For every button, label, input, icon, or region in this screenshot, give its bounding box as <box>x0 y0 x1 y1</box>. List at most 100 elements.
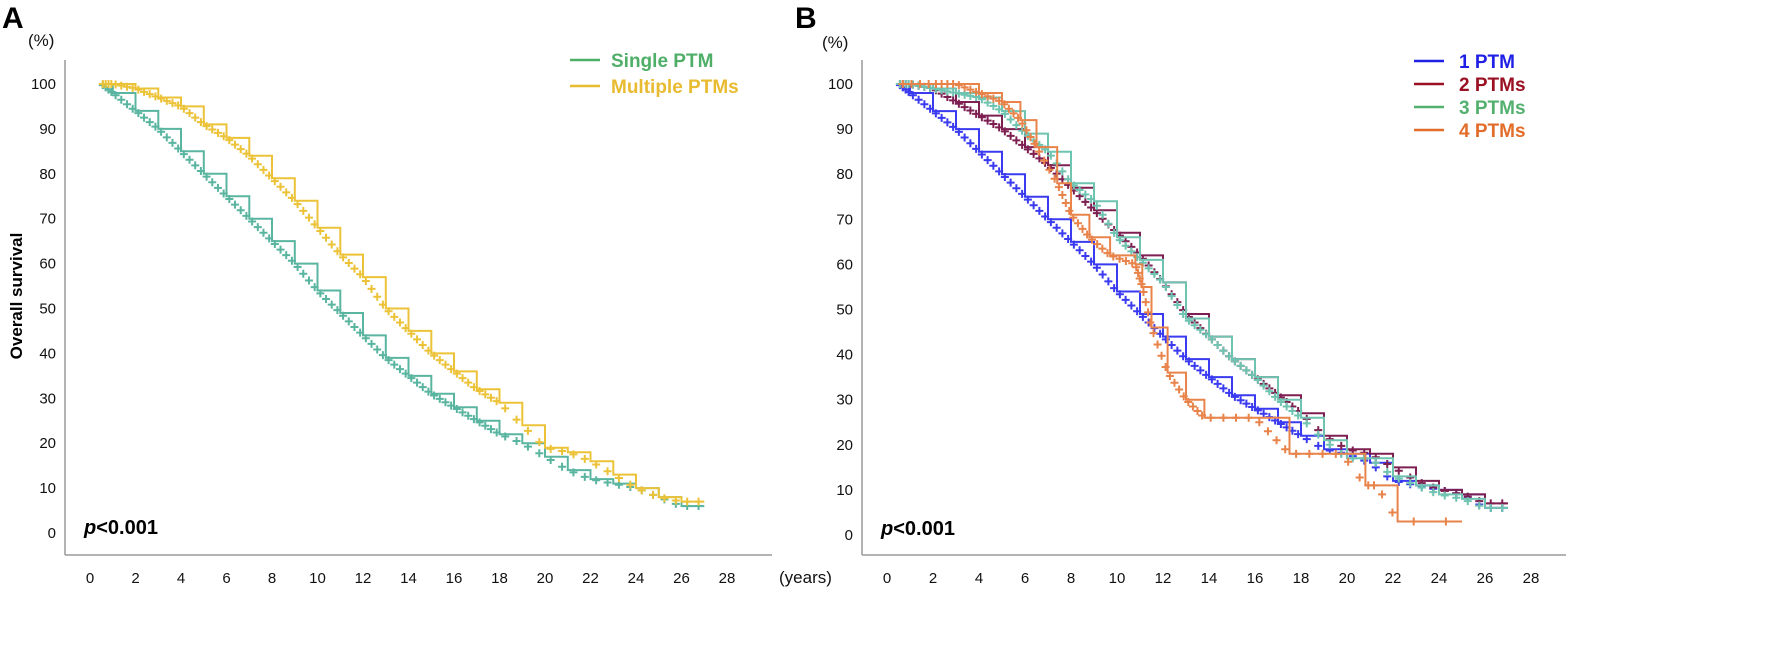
y-tick-label: 70 <box>39 211 56 228</box>
censor-mark <box>1360 454 1369 463</box>
x-tick-label: 10 <box>309 570 326 587</box>
censor-mark <box>637 486 646 495</box>
series-single-ptm <box>98 81 705 511</box>
censor-mark <box>435 356 444 365</box>
censor-mark <box>248 217 257 226</box>
censor-mark <box>1230 357 1239 366</box>
censor-mark <box>1083 230 1092 239</box>
censor-mark <box>162 96 171 105</box>
censor-mark <box>1006 178 1015 187</box>
censor-mark <box>373 345 382 354</box>
censor-mark <box>1075 185 1084 194</box>
censor-mark <box>361 334 370 343</box>
censor-mark <box>1206 413 1215 422</box>
censor-mark <box>949 88 958 97</box>
censor-mark <box>486 425 495 434</box>
censor-mark <box>208 178 217 187</box>
censor-mark <box>1004 104 1013 113</box>
censor-mark <box>452 369 461 378</box>
censor-mark <box>1248 403 1257 412</box>
censor-mark <box>390 312 399 321</box>
censor-mark <box>1236 396 1245 405</box>
censor-mark <box>1190 361 1199 370</box>
censor-mark <box>1127 247 1136 256</box>
series-1-ptm <box>895 81 1508 512</box>
censor-mark <box>1069 213 1078 222</box>
censor-mark <box>270 239 279 248</box>
censor-mark <box>151 122 160 131</box>
y-tick-label: 40 <box>39 345 56 362</box>
x-tick-label: 26 <box>1477 570 1494 587</box>
censor-mark <box>1087 235 1096 244</box>
censor-mark <box>1132 263 1141 272</box>
censor-mark <box>1045 165 1054 174</box>
legend-label: 4 PTMs <box>1459 121 1526 142</box>
legend-label: Single PTM <box>611 51 713 72</box>
x-tick-label: 12 <box>355 570 372 587</box>
censor-mark <box>390 360 399 369</box>
censor-mark <box>424 346 433 355</box>
censor-mark <box>1207 335 1216 344</box>
censor-mark <box>1213 341 1222 350</box>
censor-mark <box>1041 212 1050 221</box>
censor-mark <box>1133 268 1142 277</box>
censor-mark <box>592 460 601 469</box>
censor-mark <box>960 90 969 99</box>
censor-mark <box>1219 346 1228 355</box>
censor-mark <box>1475 501 1484 510</box>
censor-mark <box>134 85 143 94</box>
censor-mark <box>1029 149 1038 158</box>
censor-mark <box>1325 440 1334 449</box>
censor-mark <box>1355 473 1364 482</box>
censor-mark <box>1452 493 1461 502</box>
censor-mark <box>914 95 923 104</box>
censor-mark <box>1314 430 1323 439</box>
censor-mark <box>1236 361 1245 370</box>
censor-mark <box>1161 363 1170 372</box>
censor-mark <box>983 92 992 101</box>
censor-mark <box>219 189 228 198</box>
censor-mark <box>378 351 387 360</box>
y-tick-label: 40 <box>836 347 853 364</box>
censor-mark <box>989 120 998 129</box>
censor-mark <box>1265 387 1274 396</box>
censor-mark <box>1225 388 1234 397</box>
series-multiple-ptms <box>98 80 705 506</box>
censor-mark <box>276 182 285 191</box>
censor-mark <box>1305 449 1314 458</box>
censor-mark <box>1000 127 1009 136</box>
censor-mark <box>954 127 963 136</box>
censor-mark <box>162 133 171 142</box>
x-tick-label: 16 <box>1247 570 1264 587</box>
censor-mark <box>1202 370 1211 379</box>
censor-mark <box>1150 269 1159 278</box>
censor-mark <box>1092 201 1101 210</box>
censor-mark <box>1121 295 1130 304</box>
censor-mark <box>464 378 473 387</box>
censor-mark <box>1018 189 1027 198</box>
censor-mark <box>1337 441 1346 450</box>
censor-mark <box>1253 375 1262 384</box>
censor-mark <box>1244 413 1253 422</box>
survival-curve <box>101 83 705 508</box>
censor-mark <box>1135 274 1144 283</box>
censor-mark <box>339 253 348 262</box>
censor-mark <box>179 104 188 113</box>
legend-label: 2 PTMs <box>1459 75 1526 96</box>
censor-mark <box>111 80 120 89</box>
censor-mark <box>276 245 285 254</box>
censor-mark <box>977 113 986 122</box>
censor-mark <box>1109 252 1118 261</box>
censor-mark <box>1198 411 1207 420</box>
censor-mark <box>287 193 296 202</box>
censor-mark <box>1383 467 1392 476</box>
censor-mark <box>1271 392 1280 401</box>
censor-mark <box>977 150 986 159</box>
survival-curve <box>101 83 705 503</box>
censor-mark <box>1188 402 1197 411</box>
censor-mark <box>592 476 601 485</box>
censor-mark <box>1087 195 1096 204</box>
censor-mark <box>265 171 274 180</box>
censor-mark <box>914 81 923 90</box>
